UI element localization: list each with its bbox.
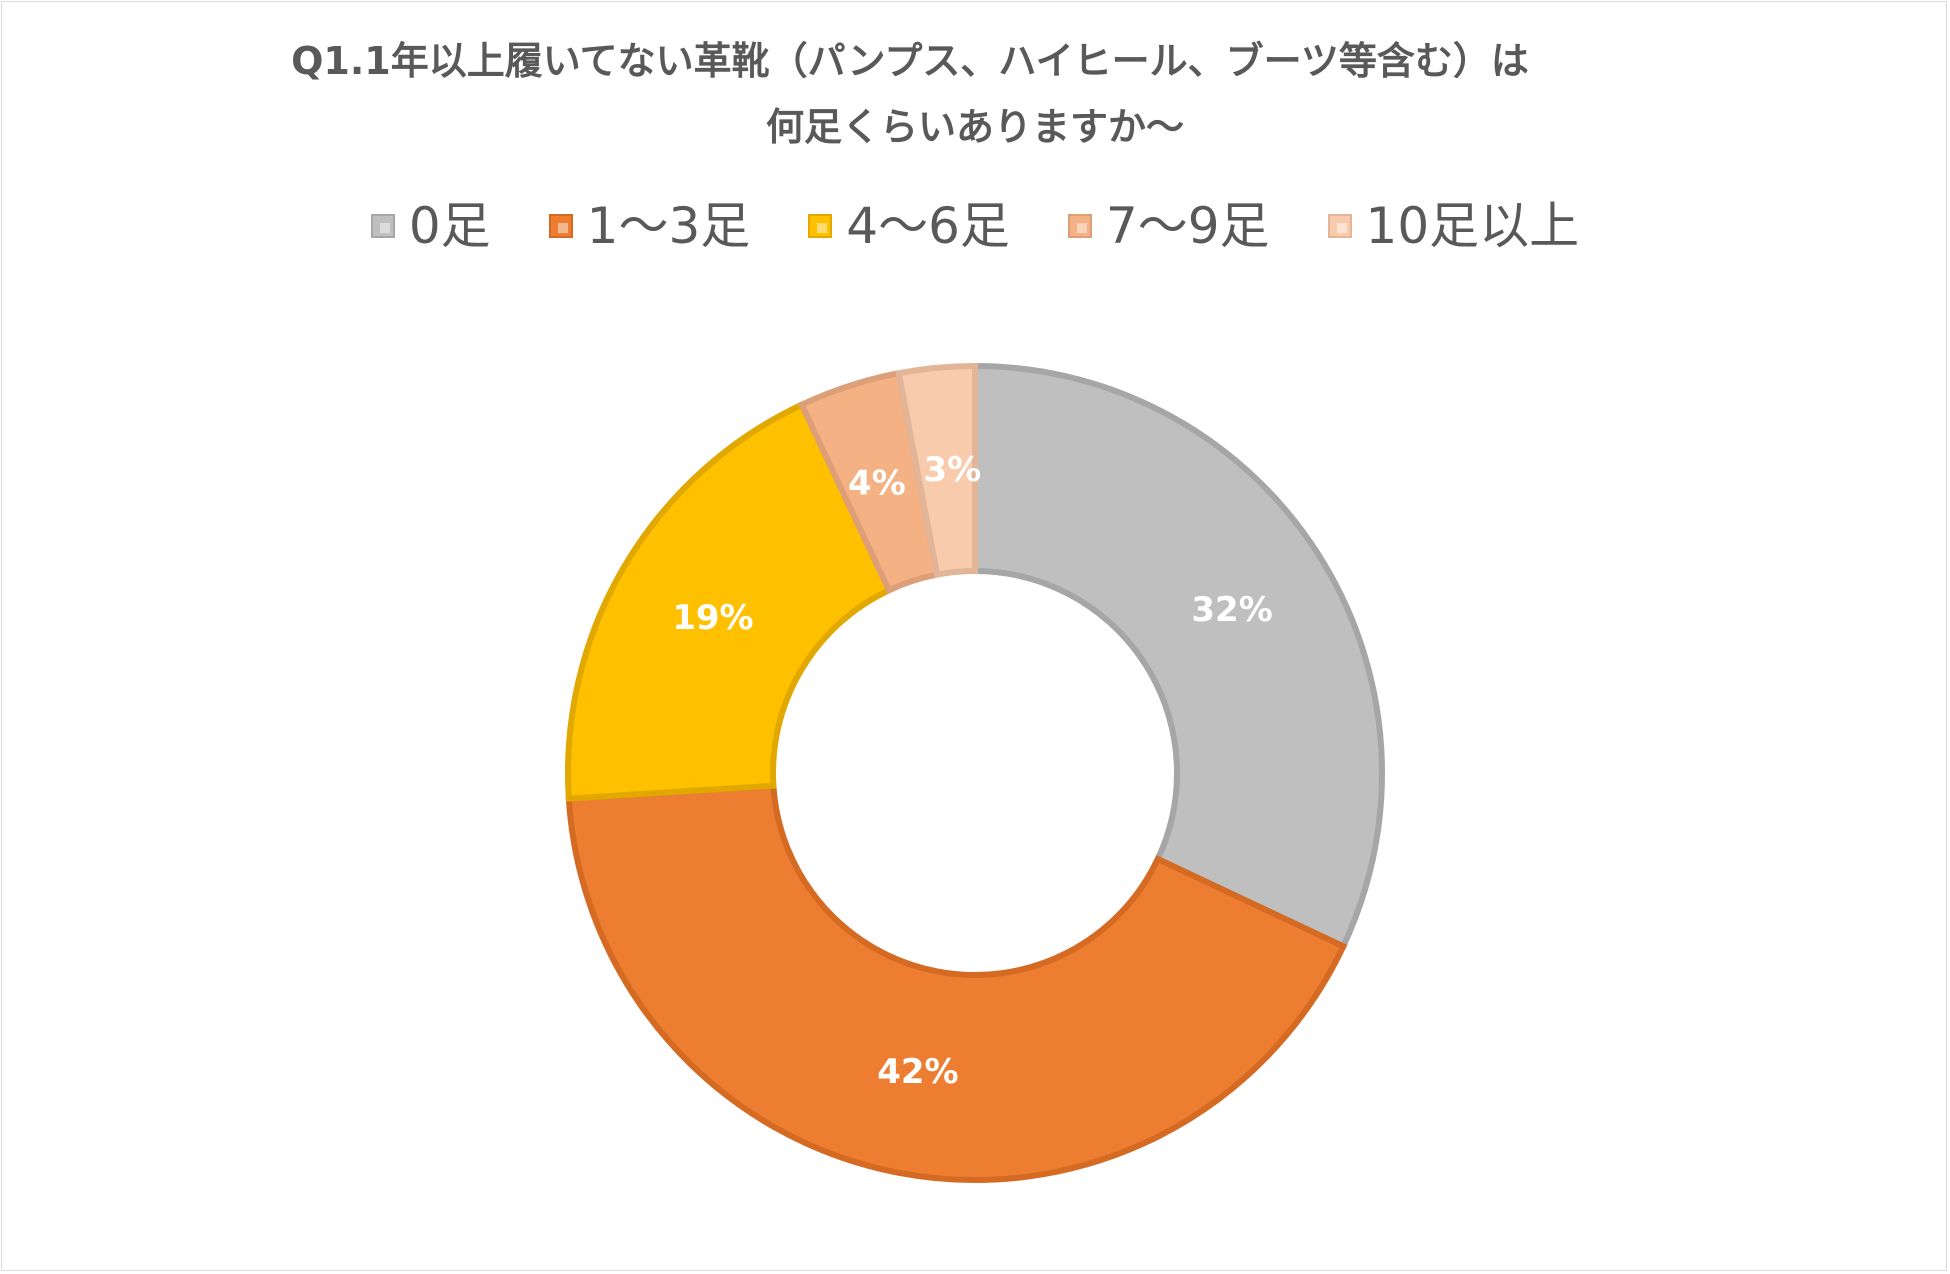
chart-title-line-2: 何足くらいありますか～ <box>765 105 1184 149</box>
legend-swatch-1 <box>548 214 573 238</box>
legend-item-2: 4～6足 <box>808 196 1010 256</box>
doughnut-slices <box>565 362 1385 1183</box>
legend-item-0: 0足 <box>370 196 491 256</box>
legend-label-2: 4～6足 <box>846 197 1010 255</box>
legend-label-1: 1～3足 <box>586 197 751 255</box>
legend-swatch-3 <box>1067 214 1092 238</box>
data-label-2: 19% <box>672 598 753 638</box>
data-label-3: 4% <box>848 463 906 503</box>
data-label-1: 42% <box>877 1052 958 1092</box>
legend-swatch-0 <box>370 214 395 238</box>
slice-2 <box>565 400 893 802</box>
slice-4 <box>895 362 978 579</box>
legend-item-3: 7～9足 <box>1067 196 1270 256</box>
legend-label-0: 0足 <box>408 197 491 255</box>
legend-swatch-4 <box>1327 214 1352 238</box>
legend-label-3: 7～9足 <box>1105 197 1270 255</box>
chart-title-line-1: Q1.1年以上履いてない革靴（パンプス、ハイヒール、ブーツ等含む）は <box>291 39 1529 83</box>
data-label-0: 32% <box>1191 590 1272 630</box>
legend-label-4: 10足以上 <box>1365 197 1580 255</box>
slice-0 <box>972 362 1385 951</box>
legend-item-4: 10足以上 <box>1327 196 1580 256</box>
data-label-4: 3% <box>923 450 981 490</box>
legend-swatch-2 <box>808 214 833 238</box>
slice-1 <box>565 782 1348 1183</box>
doughnut-data-labels: 32% 42% 19% 4% 3% <box>672 450 1273 1092</box>
chart-title: Q1.1年以上履いてない革靴（パンプス、ハイヒール、ブーツ等含む）は 何足くらい… <box>0 28 1950 160</box>
chart-legend: 0足 1～3足 4～6足 7～9足 10足以上 <box>0 196 1950 256</box>
legend-item-1: 1～3足 <box>548 196 751 256</box>
